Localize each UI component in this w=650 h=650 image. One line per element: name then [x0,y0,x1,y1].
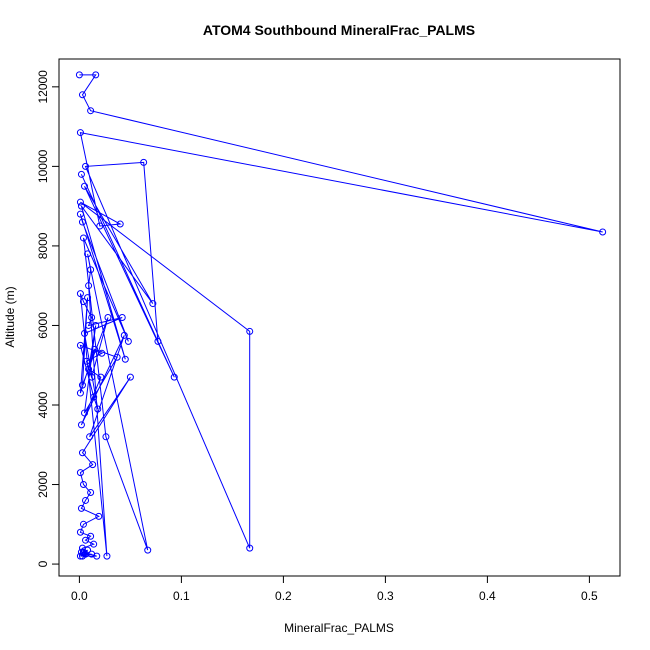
data-point [82,496,90,504]
data-point [124,337,132,345]
y-axis-label: Altitude (m) [3,286,17,347]
data-point [79,548,87,556]
x-tick-label: 0.5 [581,589,598,603]
data-point [78,381,86,389]
data-point [76,341,84,349]
data-point [246,544,254,552]
y-tick-label: 4000 [36,391,50,418]
data-point [84,546,92,554]
x-tick-label: 0.4 [479,589,496,603]
data-point [140,158,148,166]
data-point [87,107,95,115]
data-point [77,504,85,512]
data-point [86,433,94,441]
data-point [81,182,88,190]
y-tick-label: 10000 [36,149,50,183]
data-point [88,373,96,381]
data-point [104,314,112,321]
data-point [78,449,86,457]
x-tick-label: 0.0 [71,589,88,603]
data-point [76,528,84,536]
data-point [85,365,93,373]
data-point [77,421,85,429]
data-point [113,353,121,361]
data-point [97,373,105,381]
data-point [154,337,162,345]
chart-title: ATOM4 Southbound MineralFrac_PALMS [203,22,475,38]
data-point [103,552,111,560]
data-point [87,532,95,540]
data-point [98,349,106,357]
data-point [75,71,83,79]
data-point [79,481,87,489]
y-tick-label: 6000 [36,312,50,339]
data-point [76,198,84,206]
data-point [90,540,98,548]
data-point [116,220,124,228]
data-point [94,405,102,413]
data-point [85,282,93,290]
data-point [246,327,254,335]
data-point [87,266,95,274]
data-point [76,389,84,397]
data-point [95,512,103,520]
data-point [76,469,84,477]
data-point [91,345,99,353]
data-point [79,234,87,242]
x-axis: 0.0 0.1 0.2 0.3 0.4 0.5 [71,575,598,603]
y-tick-label: 8000 [36,232,50,259]
data-point [78,91,86,99]
y-axis: 0 2000 4000 6000 8000 10000 12000 [36,70,60,567]
data-point [84,294,92,302]
data-point [149,300,157,308]
data-point [599,228,607,236]
series-line [79,74,603,557]
data-point [89,461,97,469]
x-axis-label: MineralFrac_PALMS [284,621,394,635]
data-point [77,202,85,210]
data-point [83,357,91,365]
data-point [92,321,100,329]
data-point [87,488,95,496]
x-tick-label: 0.2 [275,589,292,603]
data-point [77,548,85,556]
data-point [126,373,134,381]
data-point [102,433,110,441]
series-layer [75,71,607,560]
data-point [96,222,104,230]
y-tick-label: 12000 [36,70,50,104]
data-point [88,314,96,321]
data-point [118,314,126,321]
y-tick-label: 0 [36,560,50,567]
data-point [78,552,86,560]
data-point [79,298,87,306]
data-point [77,170,85,178]
y-tick-label: 2000 [36,471,50,498]
data-point [85,321,93,329]
data-point [120,331,128,339]
x-tick-label: 0.1 [173,589,190,603]
x-tick-label: 0.3 [377,589,394,603]
data-point [92,71,100,79]
data-point [84,250,92,258]
data-point [76,210,84,218]
data-point [121,355,129,363]
data-point [76,290,84,298]
data-point [76,129,84,137]
data-point [81,329,88,337]
data-point [82,536,90,544]
data-point [144,546,152,554]
data-point [93,552,101,560]
data-point [170,373,178,381]
data-point [82,162,90,170]
data-point [81,409,88,417]
data-point [90,393,98,401]
data-point [78,218,86,226]
data-point [79,520,87,528]
